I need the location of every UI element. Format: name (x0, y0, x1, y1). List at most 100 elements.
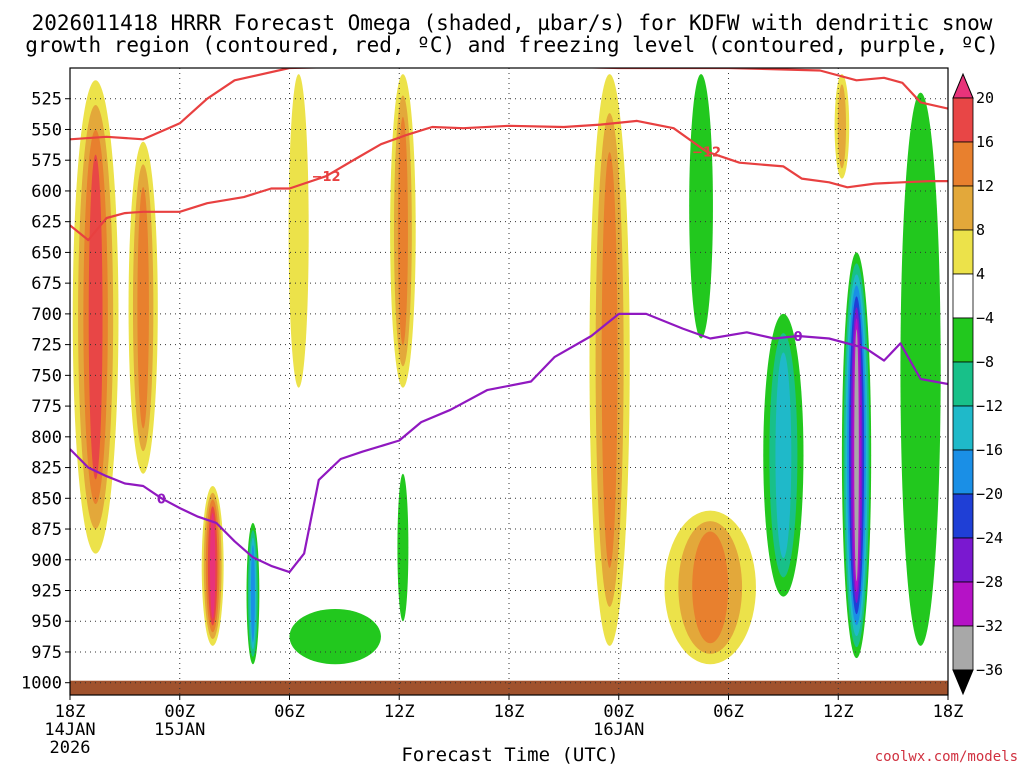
colorbar-label-11: −28 (976, 573, 1003, 591)
omega-level-12 (137, 187, 149, 429)
omega-level--4 (689, 74, 713, 339)
colorbar-swatch-7 (952, 361, 974, 407)
omega-level--4 (289, 608, 381, 665)
colorbar-label-9: −20 (976, 485, 1003, 503)
colorbar-swatch-12 (952, 581, 974, 627)
colorbar-swatch-8 (952, 405, 974, 451)
dgz-lower-contour: −12 −12 (70, 119, 948, 242)
colorbar-swatch-2 (952, 141, 974, 187)
colorbar-swatch-10 (952, 493, 974, 539)
terrain-surface (70, 680, 948, 695)
y-tick-label-950: 950 (31, 612, 62, 632)
x-tick-label-12: 06Z (274, 702, 305, 722)
y-tick-label-600: 600 (31, 182, 62, 202)
omega-feature-sink-03z-band (689, 74, 713, 339)
omega-feature-early-rise-band (72, 80, 119, 554)
freezing-level-contour-label: 0 (157, 492, 166, 507)
omega-level-8 (837, 84, 847, 169)
x-tick-label-30: 00Z (603, 702, 634, 722)
x-tick-label-24: 18Z (494, 702, 525, 722)
colorbar-label-10: −24 (976, 529, 1003, 547)
colorbar-label-1: 16 (976, 133, 994, 151)
omega-level-12 (601, 152, 618, 568)
y-tick-label-975: 975 (31, 643, 62, 663)
x-tick-label-36: 06Z (713, 702, 744, 722)
omega-level-4 (288, 74, 309, 388)
omega-feature-rise-05z (288, 74, 309, 388)
omega-level--32 (854, 329, 859, 582)
colorbar-top-arrow (952, 72, 974, 99)
colorbar-swatch-1 (952, 97, 974, 143)
omega-feature-rise-12z (390, 74, 416, 388)
omega-shading (70, 74, 948, 695)
axes: 525 550 575 600 625 650 675 700 725 750 775 800 825 8… (21, 67, 963, 758)
omega-feature-sink-08z (763, 313, 804, 597)
x-tick-date-30: 16JAN (593, 720, 644, 740)
y-tick-label-675: 675 (31, 274, 62, 294)
omega-feature-rise-12z-upper (834, 74, 850, 179)
plot-frame (69, 67, 949, 696)
omega-level-12 (397, 116, 408, 345)
colorbar-label-8: −16 (976, 441, 1003, 459)
colorbar-swatch-13 (952, 625, 974, 671)
freezing-level-contour-label: 0 (793, 330, 802, 345)
dgz-lower-contour-label: −12 (692, 146, 721, 161)
y-tick-label-750: 750 (31, 366, 62, 386)
colorbar-swatch-5 (952, 273, 974, 319)
colorbar-swatch-3 (952, 185, 974, 231)
freezing-level-contour-line (70, 312, 948, 574)
x-tick-year-0: 2026 (50, 738, 91, 758)
y-tick-label-1000: 1000 (21, 674, 62, 694)
y-tick-label-625: 625 (31, 213, 62, 233)
dgz-lower-contour-label: −12 (312, 170, 341, 185)
x-tick-label-0: 18Z (55, 702, 86, 722)
omega-level--16 (250, 545, 255, 643)
omega-level--4 (397, 473, 409, 622)
colorbar-label-0: 20 (976, 89, 994, 107)
omega-feature-sink-06z-lowlevel (289, 608, 381, 665)
omega-feature-early-rise-core (128, 141, 158, 474)
omega-level-12 (692, 531, 729, 644)
freezing-level-contour: 00 (70, 312, 948, 574)
omega-level-20 (209, 513, 216, 619)
colorbar-label-3: 8 (976, 221, 985, 239)
chart-title-line2: growth region (contoured, red, ºC) and f… (25, 33, 999, 57)
x-tick-label-42: 12Z (823, 702, 854, 722)
colorbar-label-7: −12 (976, 397, 1003, 415)
colorbar-swatch-11 (952, 537, 974, 583)
grid-lines (69, 68, 949, 695)
colorbar-label-12: −32 (976, 617, 1003, 635)
omega-feature-sink-12z (397, 473, 409, 622)
omega-level-16 (88, 154, 103, 480)
x-tick-date-0: 14JAN (44, 720, 95, 740)
omega-feature-sink-13z-core (841, 252, 872, 659)
colorbar-swatch-4 (952, 229, 974, 275)
x-axis-label: Forecast Time (UTC) (401, 744, 618, 766)
y-tick-label-850: 850 (31, 489, 62, 509)
omega-feature-sink-16z (900, 92, 941, 646)
y-tick-label-650: 650 (31, 243, 62, 263)
y-tick-label-700: 700 (31, 305, 62, 325)
y-tick-label-925: 925 (31, 582, 62, 602)
credit-text: coolwx.com/models (875, 749, 1018, 765)
omega-feature-sink-01z (246, 522, 260, 665)
x-tick-date-6: 15JAN (154, 720, 205, 740)
dgz-lower-contour-line (70, 119, 948, 242)
omega-level--12 (775, 352, 792, 559)
colorbar-label-4: 4 (976, 265, 985, 283)
y-tick-label-875: 875 (31, 520, 62, 540)
colorbar-bottom-arrow (952, 669, 974, 696)
colorbar-swatch-6 (952, 317, 974, 363)
y-tick-label-725: 725 (31, 336, 62, 356)
y-tick-label-900: 900 (31, 551, 62, 571)
dgz-upper-contour-line (70, 68, 948, 141)
y-tick-label-575: 575 (31, 151, 62, 171)
colorbar-swatch-9 (952, 449, 974, 495)
y-tick-label-525: 525 (31, 90, 62, 110)
colorbar-label-13: −36 (976, 661, 1003, 679)
omega-feature-strong-rise-00z (201, 485, 224, 646)
omega-feature-rise-03z-lowlevel (664, 510, 756, 665)
x-tick-label-6: 00Z (164, 702, 195, 722)
chart-title-line1: 2026011418 HRRR Forecast Omega (shaded, … (32, 11, 993, 35)
